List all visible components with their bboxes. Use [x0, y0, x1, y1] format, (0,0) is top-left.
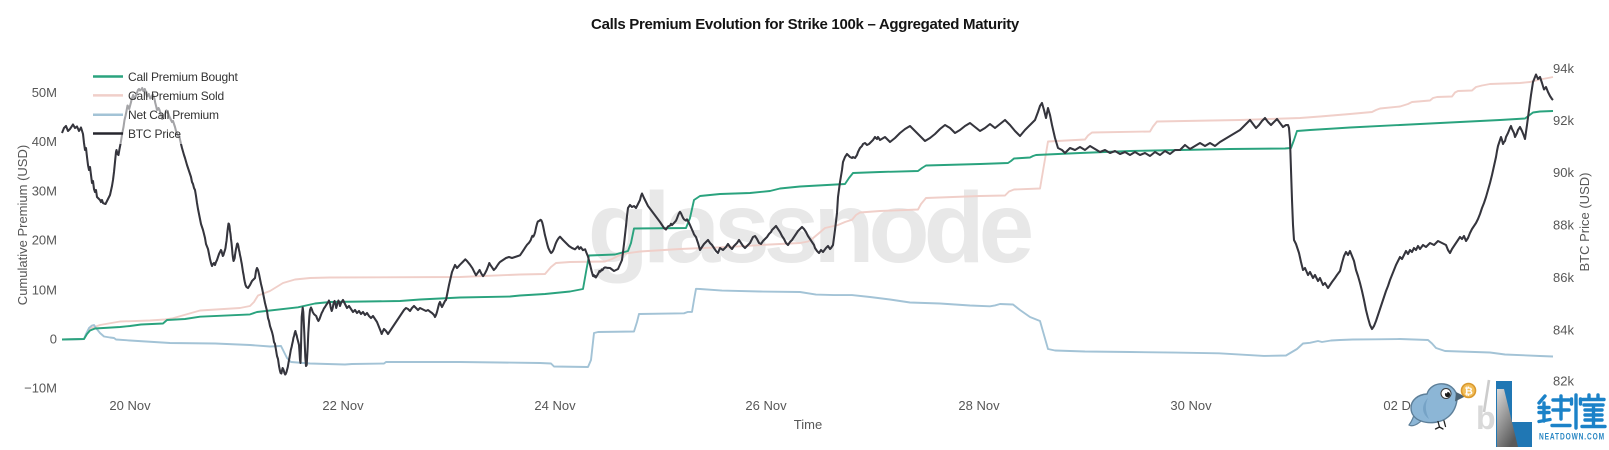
svg-text:Cumulative Premium (USD): Cumulative Premium (USD) [15, 145, 30, 305]
svg-text:26 Nov: 26 Nov [745, 398, 787, 413]
svg-text:24 Nov: 24 Nov [534, 398, 576, 413]
svg-text:30 Nov: 30 Nov [1170, 398, 1212, 413]
svg-text:₿: ₿ [1464, 386, 1473, 398]
svg-text:10M: 10M [32, 283, 57, 298]
svg-text:Call Premium Bought: Call Premium Bought [128, 70, 238, 84]
svg-text:0: 0 [50, 332, 57, 347]
svg-text:50M: 50M [32, 85, 57, 100]
svg-text:b: b [1476, 400, 1496, 436]
svg-text:28 Nov: 28 Nov [958, 398, 1000, 413]
svg-text:94k: 94k [1553, 61, 1574, 76]
svg-text:86k: 86k [1553, 270, 1574, 285]
svg-text:Net Call Premium: Net Call Premium [128, 108, 219, 122]
svg-text:−10M: −10M [24, 381, 57, 396]
svg-text:40M: 40M [32, 134, 57, 149]
svg-text:NEATDOWN.COM: NEATDOWN.COM [1539, 432, 1605, 442]
svg-text:Time: Time [794, 417, 822, 432]
svg-text:Call Premium Sold: Call Premium Sold [128, 89, 224, 103]
svg-text:82k: 82k [1553, 373, 1574, 388]
svg-text:Calls Premium Evolution for St: Calls Premium Evolution for Strike 100k … [591, 16, 1020, 33]
svg-text:84k: 84k [1553, 322, 1574, 337]
svg-text:90k: 90k [1553, 165, 1574, 180]
svg-text:20 Nov: 20 Nov [109, 398, 151, 413]
svg-text:92k: 92k [1553, 113, 1574, 128]
svg-text:BTC Price (USD): BTC Price (USD) [1577, 173, 1592, 272]
svg-text:BTC Price: BTC Price [128, 127, 181, 141]
svg-text:22 Nov: 22 Nov [322, 398, 364, 413]
svg-text:88k: 88k [1553, 217, 1574, 232]
svg-text:20M: 20M [32, 233, 57, 248]
svg-text:30M: 30M [32, 184, 57, 199]
